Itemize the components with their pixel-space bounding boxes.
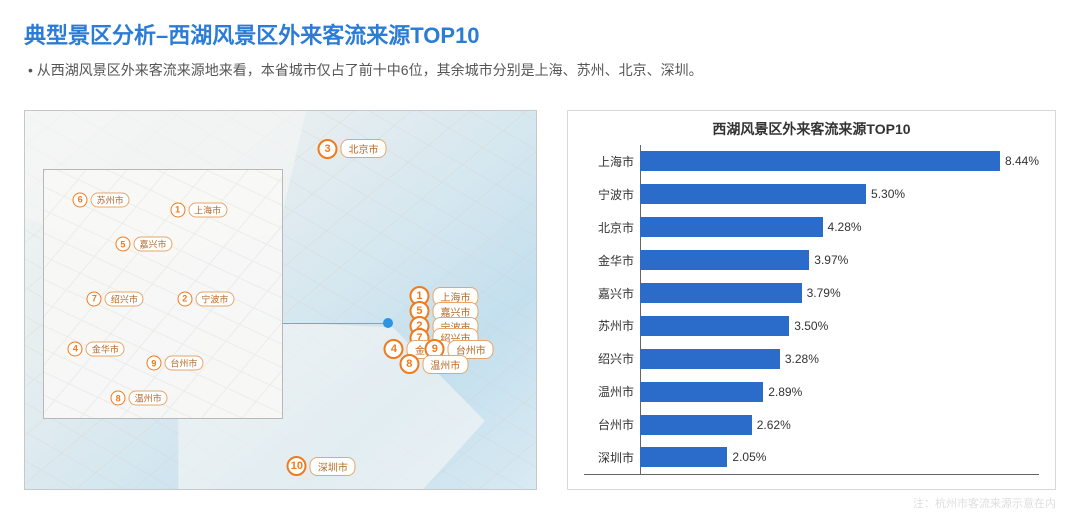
marker-rank-icon: 7 xyxy=(87,291,102,306)
map-marker: 7绍兴市 xyxy=(87,291,144,306)
bar xyxy=(640,217,823,237)
marker-label: 温州市 xyxy=(129,391,168,406)
content-row: 3北京市1上海市5嘉兴市2宁波市7绍兴市4金华市9台州市8温州市10深圳市 6苏… xyxy=(24,110,1056,490)
marker-label: 北京市 xyxy=(341,139,387,158)
marker-rank-icon: 2 xyxy=(177,291,192,306)
bar xyxy=(640,415,752,435)
marker-label: 台州市 xyxy=(164,356,203,371)
bar-row: 上海市8.44% xyxy=(640,147,1039,175)
map-panel: 3北京市1上海市5嘉兴市2宁波市7绍兴市4金华市9台州市8温州市10深圳市 6苏… xyxy=(24,110,537,490)
bar-value: 5.30% xyxy=(871,187,905,201)
bar-label: 宁波市 xyxy=(584,186,634,203)
page-subtitle: 从西湖风景区外来客流来源地来看，本省城市仅占了前十中6位，其余城市分别是上海、苏… xyxy=(24,60,1056,80)
bar-row: 台州市2.62% xyxy=(640,411,1039,439)
bar-row: 苏州市3.50% xyxy=(640,312,1039,340)
bar-value: 3.28% xyxy=(785,352,819,366)
bar-row: 宁波市5.30% xyxy=(640,180,1039,208)
page-title: 典型景区分析–西湖风景区外来客流来源TOP10 xyxy=(24,18,1056,50)
map-marker: 4金华市 xyxy=(68,341,125,356)
marker-label: 宁波市 xyxy=(195,291,234,306)
bar xyxy=(640,349,780,369)
bar-value: 4.28% xyxy=(828,220,862,234)
bar xyxy=(640,447,727,467)
bar xyxy=(640,382,763,402)
bar xyxy=(640,184,866,204)
marker-rank-icon: 8 xyxy=(399,354,419,374)
map-marker: 3北京市 xyxy=(318,139,387,159)
map-marker: 8温州市 xyxy=(111,391,168,406)
bar-label: 台州市 xyxy=(584,416,634,433)
bar-value: 8.44% xyxy=(1005,154,1039,168)
bar xyxy=(640,283,802,303)
bar-row: 深圳市2.05% xyxy=(640,443,1039,471)
marker-label: 绍兴市 xyxy=(105,291,144,306)
map-guide-dot xyxy=(383,318,393,328)
marker-rank-icon: 4 xyxy=(68,341,83,356)
bar-label: 嘉兴市 xyxy=(584,285,634,302)
footnote: 注：杭州市客流来源示意在内 xyxy=(913,495,1056,511)
marker-rank-icon: 3 xyxy=(318,139,338,159)
bar xyxy=(640,316,789,336)
chart-body: 上海市8.44%宁波市5.30%北京市4.28%金华市3.97%嘉兴市3.79%… xyxy=(584,145,1039,475)
map-marker: 10深圳市 xyxy=(287,456,356,476)
marker-rank-icon: 10 xyxy=(287,456,307,476)
bar-value: 3.97% xyxy=(814,253,848,267)
marker-rank-icon: 9 xyxy=(146,356,161,371)
bar-label: 温州市 xyxy=(584,383,634,400)
marker-label: 深圳市 xyxy=(310,457,356,476)
map-marker: 8温州市 xyxy=(399,354,468,374)
bar-label: 绍兴市 xyxy=(584,350,634,367)
bar-row: 绍兴市3.28% xyxy=(640,345,1039,373)
marker-label: 温州市 xyxy=(422,355,468,374)
marker-rank-icon: 8 xyxy=(111,391,126,406)
bar-label: 苏州市 xyxy=(584,317,634,334)
marker-rank-icon: 1 xyxy=(170,202,185,217)
bar-row: 温州市2.89% xyxy=(640,378,1039,406)
bar-row: 北京市4.28% xyxy=(640,213,1039,241)
marker-label: 金华市 xyxy=(86,341,125,356)
map-marker: 6苏州市 xyxy=(73,192,130,207)
bar-chart-panel: 西湖风景区外来客流来源TOP10 上海市8.44%宁波市5.30%北京市4.28… xyxy=(567,110,1056,490)
bar xyxy=(640,151,1000,171)
bar-value: 2.89% xyxy=(768,385,802,399)
bar-row: 嘉兴市3.79% xyxy=(640,279,1039,307)
map-inset: 6苏州市 1上海市 5嘉兴市 7绍兴市 2宁波市 4金华市 9台州市 8温州市 xyxy=(43,169,283,419)
marker-rank-icon: 5 xyxy=(115,237,130,252)
bar-label: 上海市 xyxy=(584,153,634,170)
bar-label: 深圳市 xyxy=(584,449,634,466)
marker-label: 上海市 xyxy=(188,202,227,217)
marker-label: 嘉兴市 xyxy=(133,237,172,252)
map-marker: 1上海市 xyxy=(170,202,227,217)
bar-label: 金华市 xyxy=(584,252,634,269)
map-guide-line xyxy=(280,323,387,324)
bar-value: 2.62% xyxy=(757,418,791,432)
marker-rank-icon: 6 xyxy=(73,192,88,207)
marker-label: 苏州市 xyxy=(91,192,130,207)
bar-value: 3.79% xyxy=(807,286,841,300)
bar-value: 3.50% xyxy=(794,319,828,333)
bar-value: 2.05% xyxy=(732,450,766,464)
bar-row: 金华市3.97% xyxy=(640,246,1039,274)
chart-title: 西湖风景区外来客流来源TOP10 xyxy=(584,119,1039,139)
bar-label: 北京市 xyxy=(584,219,634,236)
map-marker: 5嘉兴市 xyxy=(115,237,172,252)
map-marker: 2宁波市 xyxy=(177,291,234,306)
bar xyxy=(640,250,809,270)
map-marker: 9台州市 xyxy=(146,356,203,371)
